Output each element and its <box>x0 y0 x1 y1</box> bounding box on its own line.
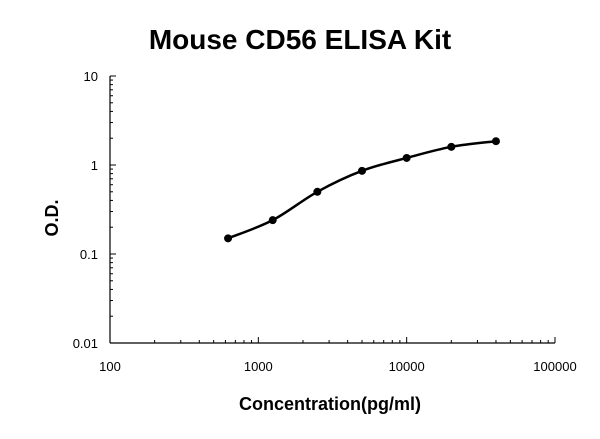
y-axis-label: O.D. <box>42 199 62 237</box>
y-tick-label: 10 <box>84 69 98 84</box>
x-tick-label: 100 <box>99 359 121 374</box>
x-tick-label: 10000 <box>389 359 425 374</box>
y-tick-label: 0.1 <box>80 247 98 262</box>
data-points <box>224 137 500 243</box>
y-tick-label: 0.01 <box>73 336 98 351</box>
fit-curve-line <box>227 139 497 240</box>
x-axis-label: Concentration(pg/ml) <box>239 394 421 414</box>
y-tick-label: 1 <box>91 158 98 173</box>
tick-labels: 0.01 0.1 1 10 100 1000 10000 100000 <box>73 69 577 374</box>
data-point <box>358 166 367 175</box>
data-point <box>313 187 322 196</box>
data-point <box>402 153 411 162</box>
x-tick-label: 1000 <box>244 359 273 374</box>
chart-title: Mouse CD56 ELISA Kit <box>148 24 452 55</box>
data-point <box>268 216 277 225</box>
data-point <box>224 234 233 243</box>
data-point <box>447 142 456 151</box>
axes <box>109 75 556 344</box>
data-point <box>491 137 500 146</box>
x-tick-label: 100000 <box>533 359 576 374</box>
